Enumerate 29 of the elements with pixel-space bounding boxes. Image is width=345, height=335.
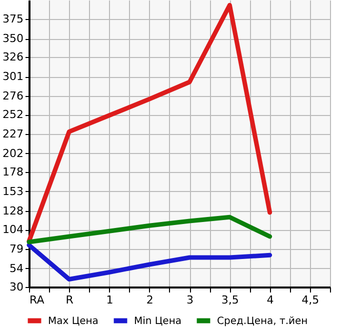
y-tick-label: 79 [10,242,24,256]
x-tick-label: 1 [106,294,114,306]
line-series [26,242,272,282]
y-tick-label: 54 [10,262,24,275]
y-tick-label: 202 [2,146,24,160]
x-tick-label: 4 [266,294,274,306]
legend-label: Max Цена [48,316,98,327]
y-tick-label: 178 [2,166,24,179]
x-tick-label: 4,5 [302,294,320,306]
y-tick-label: 153 [2,184,24,198]
y-tick-label: 128 [2,204,24,218]
y-tick-label: 227 [2,128,24,141]
y-tick-label: 30 [10,280,24,294]
y-tick-label: 104 [2,223,24,236]
x-tick-label: 2 [146,294,154,306]
legend-label: Min Цена [134,316,182,327]
y-tick-label: 326 [2,50,24,64]
line-series [26,214,272,244]
legend-label: Сред.Цена, т.йен [217,316,308,327]
x-tick-label: RA [30,294,45,306]
x-tick-label: 3 [186,294,194,306]
y-tick-label: 350 [2,32,24,46]
y-tick-label: 301 [2,70,24,84]
y-tick-label: 252 [2,108,24,122]
y-tick-label: 276 [2,89,24,102]
y-tick-label: 375 [2,12,24,26]
x-tick-label: R [66,294,74,306]
x-tick-label: 3,5 [221,294,239,306]
line-series [26,2,272,244]
